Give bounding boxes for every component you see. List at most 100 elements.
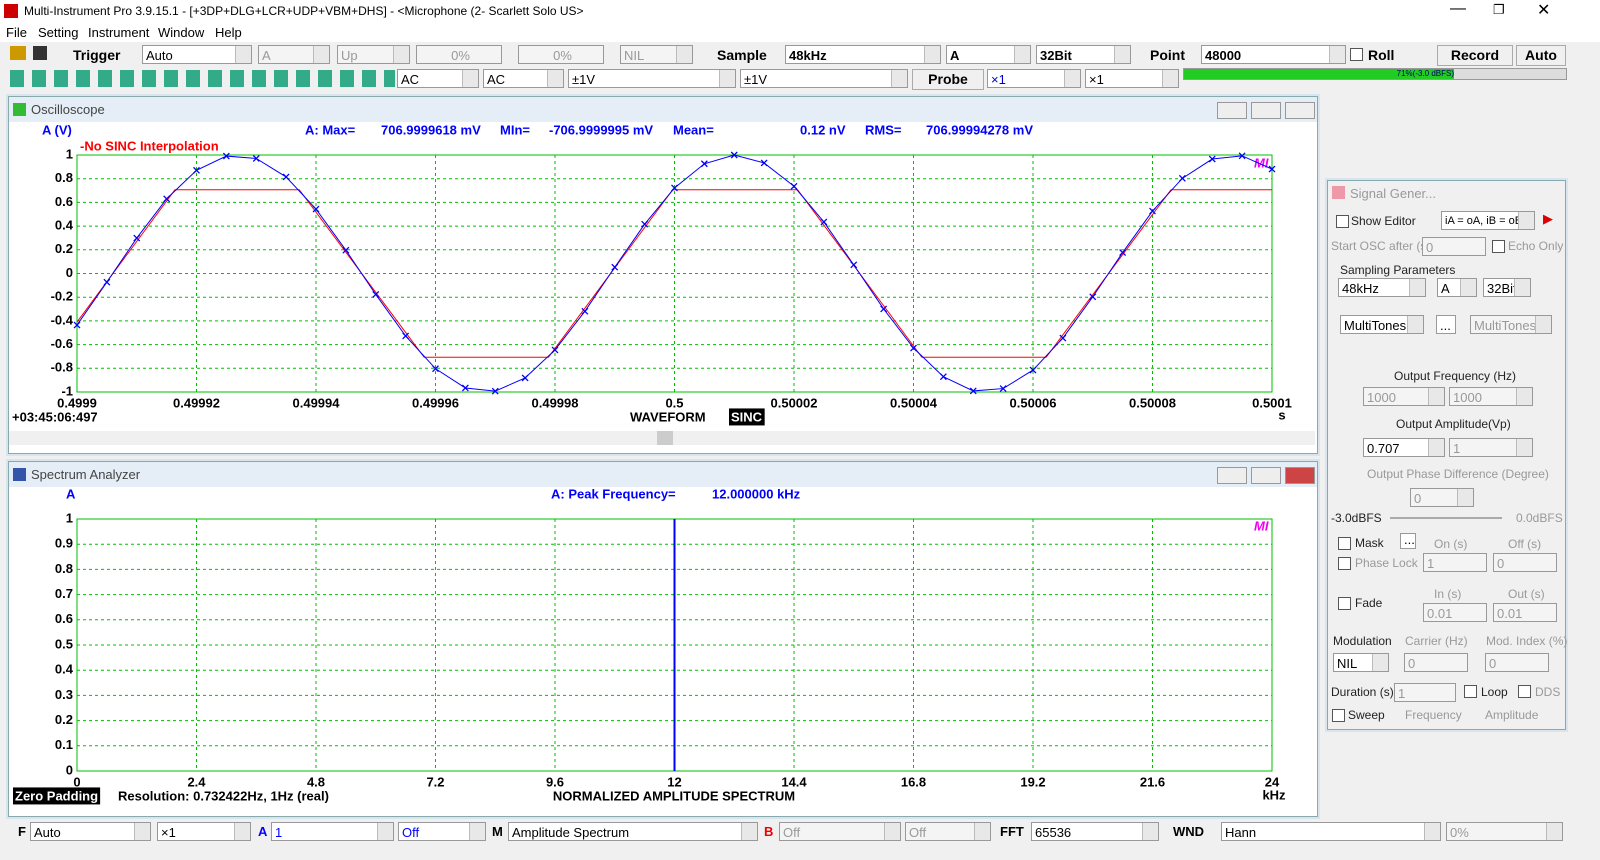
dropdown[interactable]: Off bbox=[398, 822, 486, 841]
input[interactable]: 0 bbox=[1485, 653, 1549, 672]
button[interactable]: ... bbox=[1400, 533, 1416, 549]
open-icon[interactable] bbox=[10, 46, 26, 60]
dropdown[interactable]: ×1 bbox=[1085, 69, 1179, 88]
input[interactable]: 0 bbox=[1404, 653, 1468, 672]
dropdown[interactable]: 65536 bbox=[1031, 822, 1159, 841]
dropdown[interactable]: AC bbox=[397, 69, 479, 88]
dropdown[interactable]: NIL bbox=[620, 45, 693, 64]
dropdown[interactable]: AC bbox=[483, 69, 564, 88]
dropdown[interactable]: iA = oA, iB = oB bbox=[1441, 211, 1535, 230]
label: Carrier (Hz) bbox=[1405, 634, 1468, 648]
input[interactable]: 0.01 bbox=[1423, 603, 1487, 622]
spinner[interactable]: 0% bbox=[518, 45, 604, 64]
checkbox[interactable] bbox=[1350, 48, 1363, 61]
label: Fade bbox=[1355, 596, 1382, 610]
checkbox[interactable] bbox=[1464, 685, 1477, 698]
label: Roll bbox=[1368, 47, 1394, 63]
close[interactable] bbox=[1285, 467, 1315, 484]
checkbox[interactable] bbox=[1338, 557, 1351, 570]
dropdown[interactable]: MultiTones bbox=[1470, 315, 1552, 334]
input[interactable]: 0 bbox=[1422, 237, 1486, 256]
label: Output Amplitude(Vp) bbox=[1396, 417, 1511, 431]
dropdown[interactable]: 48000 bbox=[1201, 45, 1346, 64]
label: 0.0dBFS bbox=[1516, 511, 1563, 525]
dropdown[interactable]: 1000 bbox=[1449, 387, 1533, 406]
label: Point bbox=[1150, 47, 1185, 63]
label: -3.0dBFS bbox=[1331, 511, 1382, 525]
dropdown[interactable]: 32Bit bbox=[1483, 278, 1531, 297]
checkbox[interactable] bbox=[1338, 597, 1351, 610]
dropdown[interactable]: 1 bbox=[271, 822, 394, 841]
dropdown[interactable]: Off bbox=[905, 822, 991, 841]
minimize[interactable] bbox=[1217, 102, 1247, 119]
checkbox[interactable] bbox=[1492, 240, 1505, 253]
auto-button[interactable]: Auto bbox=[1516, 45, 1566, 66]
dropdown[interactable]: 1000 bbox=[1363, 387, 1445, 406]
dropdown[interactable]: NIL bbox=[1333, 653, 1389, 672]
play-button[interactable]: ▶ bbox=[1543, 211, 1553, 227]
label: A bbox=[258, 824, 267, 839]
maximize[interactable] bbox=[1251, 467, 1281, 484]
input[interactable]: 0.01 bbox=[1493, 603, 1557, 622]
window-title: Multi-Instrument Pro 3.9.15.1 - [+3DP+DL… bbox=[24, 4, 584, 18]
dropdown[interactable]: 0% bbox=[1446, 822, 1563, 841]
save-icon[interactable] bbox=[33, 46, 47, 60]
menu-item[interactable]: Help bbox=[215, 25, 242, 40]
dropdown[interactable]: 1 bbox=[1449, 438, 1533, 457]
app-icon bbox=[4, 4, 18, 18]
dropdown[interactable]: A bbox=[1437, 278, 1477, 297]
checkbox[interactable] bbox=[1518, 685, 1531, 698]
close[interactable] bbox=[1285, 102, 1315, 119]
menu-item[interactable]: Instrument bbox=[88, 25, 149, 40]
dropdown[interactable]: A bbox=[258, 45, 330, 64]
checkbox[interactable] bbox=[1336, 215, 1349, 228]
checkbox[interactable] bbox=[1332, 709, 1345, 722]
dropdown[interactable]: ±1V bbox=[568, 69, 736, 88]
level-meter: 71%(-3.0 dBFS) bbox=[1183, 68, 1567, 80]
spectrum-window: Spectrum Analyzer bbox=[8, 461, 1318, 817]
menu-item[interactable]: File bbox=[6, 25, 27, 40]
dropdown[interactable]: ×1 bbox=[157, 822, 251, 841]
close[interactable]: ✕ bbox=[1537, 0, 1550, 20]
input[interactable]: 0 bbox=[1493, 553, 1557, 572]
dropdown[interactable]: 32Bit bbox=[1036, 45, 1131, 64]
button[interactable]: ... bbox=[1436, 315, 1456, 334]
dropdown[interactable]: Hann bbox=[1221, 822, 1441, 841]
level-meter-text: 71%(-3.0 dBFS) bbox=[1184, 69, 1454, 79]
maximize[interactable] bbox=[1251, 102, 1281, 119]
dropdown[interactable]: 48kHz bbox=[1338, 278, 1426, 297]
menu-item[interactable]: Setting bbox=[38, 25, 78, 40]
input[interactable]: 1 bbox=[1394, 683, 1456, 702]
spinner[interactable]: 0% bbox=[416, 45, 502, 64]
dropdown[interactable]: ×1 bbox=[987, 69, 1081, 88]
dropdown[interactable]: 0.707 bbox=[1363, 438, 1445, 457]
dropdown[interactable]: Amplitude Spectrum bbox=[508, 822, 758, 841]
dropdown[interactable]: Auto bbox=[30, 822, 151, 841]
scrollbar[interactable] bbox=[9, 431, 1315, 445]
dropdown[interactable]: A bbox=[946, 45, 1031, 64]
record-button[interactable]: Record bbox=[1437, 45, 1513, 66]
checkbox[interactable] bbox=[1338, 537, 1351, 550]
minimize[interactable] bbox=[1217, 467, 1247, 484]
label: WND bbox=[1173, 824, 1204, 839]
maximize[interactable]: ❐ bbox=[1493, 2, 1505, 18]
label: Off (s) bbox=[1508, 537, 1541, 551]
dropdown[interactable]: Off bbox=[779, 822, 901, 841]
label: Sample bbox=[717, 47, 767, 63]
dropdown[interactable]: MultiTones bbox=[1340, 315, 1424, 334]
dropdown[interactable]: ±1V bbox=[740, 69, 908, 88]
slider[interactable] bbox=[1390, 517, 1502, 519]
dropdown[interactable]: 0 bbox=[1410, 488, 1474, 507]
dropdown[interactable]: Up bbox=[337, 45, 410, 64]
dropdown[interactable]: 48kHz bbox=[785, 45, 941, 64]
dropdown[interactable]: Auto bbox=[142, 45, 252, 64]
probe-button[interactable]: Probe bbox=[912, 69, 984, 90]
input[interactable]: 1 bbox=[1423, 553, 1487, 572]
label: Modulation bbox=[1333, 634, 1392, 648]
menu-item[interactable]: Window bbox=[158, 25, 204, 40]
scroll-thumb[interactable] bbox=[657, 431, 673, 445]
minimize[interactable]: — bbox=[1450, 0, 1466, 18]
label: Mod. Index (%) bbox=[1486, 634, 1567, 648]
tool-icons[interactable] bbox=[10, 70, 395, 87]
